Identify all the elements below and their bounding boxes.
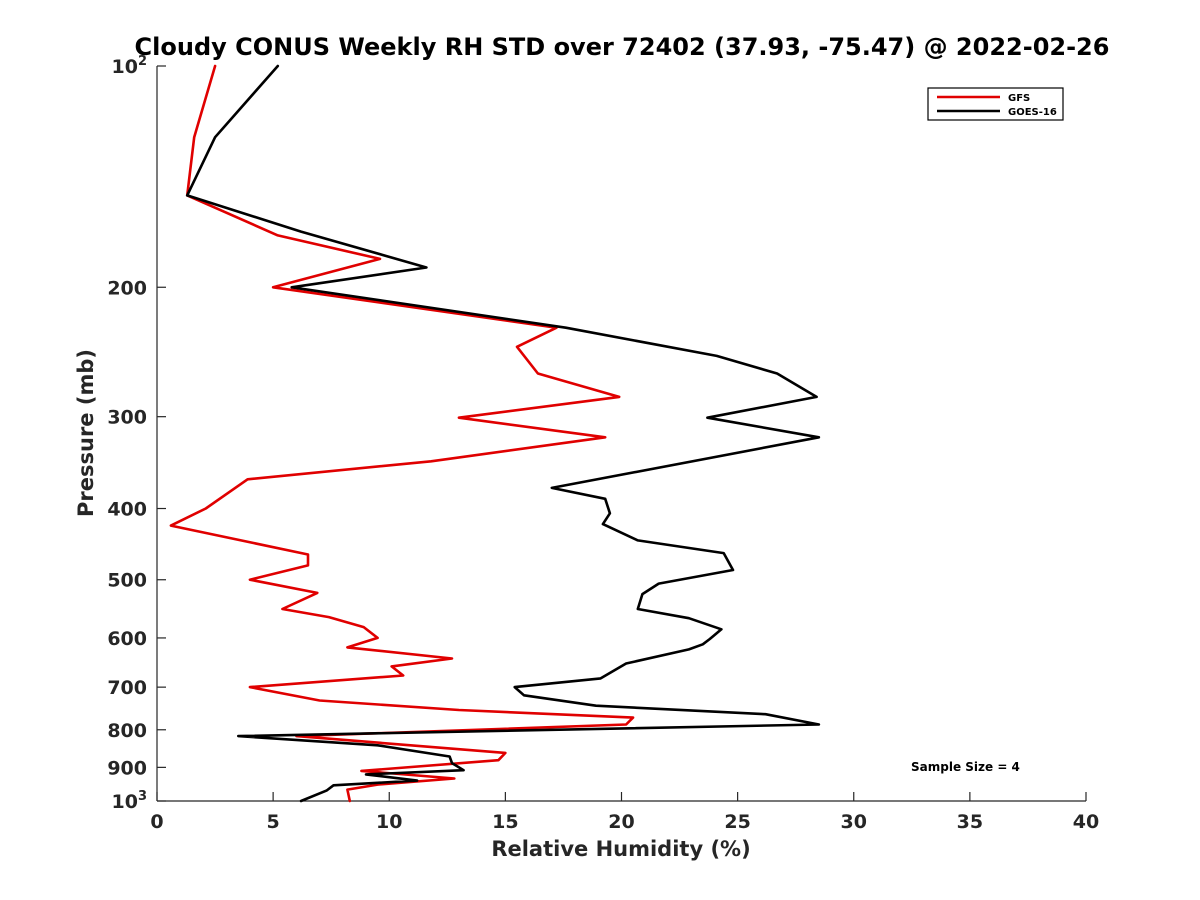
y-tick-label: 300 bbox=[107, 407, 147, 429]
legend: GFS GOES-16 bbox=[927, 87, 1064, 121]
x-axis-label: Relative Humidity (%) bbox=[491, 837, 750, 861]
legend-label-gfs: GFS bbox=[1008, 93, 1030, 104]
y-axis-ticks: 102 200 300 400 500 600 700 800 900 103 bbox=[107, 54, 166, 813]
x-tick-label: 30 bbox=[841, 811, 867, 833]
y-tick-label: 103 bbox=[112, 789, 148, 813]
y-tick-label: 600 bbox=[107, 628, 147, 650]
y-tick-label: 200 bbox=[107, 277, 147, 299]
series-line-gfs bbox=[169, 64, 635, 803]
x-tick-label: 25 bbox=[724, 811, 750, 833]
y-tick-label: 800 bbox=[107, 720, 147, 742]
x-tick-label: 15 bbox=[492, 811, 518, 833]
x-tick-label: 40 bbox=[1073, 811, 1099, 833]
y-tick-label: 400 bbox=[107, 499, 147, 521]
y-tick-label: 900 bbox=[107, 757, 147, 779]
x-tick-label: 10 bbox=[376, 811, 402, 833]
x-tick-label: 20 bbox=[608, 811, 634, 833]
y-tick-label: 700 bbox=[107, 677, 147, 699]
y-axis-label: Pressure (mb) bbox=[74, 349, 98, 517]
chart-title: Cloudy CONUS Weekly RH STD over 72402 (3… bbox=[135, 33, 1110, 61]
sample-size-annotation: Sample Size = 4 bbox=[911, 760, 1020, 774]
legend-label-goes16: GOES-16 bbox=[1008, 107, 1057, 118]
y-tick-label: 102 bbox=[112, 54, 148, 78]
x-tick-label: 0 bbox=[150, 811, 163, 833]
y-tick-label: 500 bbox=[107, 570, 147, 592]
x-tick-label: 35 bbox=[957, 811, 983, 833]
legend-box bbox=[927, 87, 1064, 121]
plot-area bbox=[156, 66, 1086, 802]
series-layer bbox=[169, 64, 821, 803]
series-line-goes16 bbox=[185, 64, 821, 803]
x-tick-label: 5 bbox=[267, 811, 280, 833]
x-axis-ticks: 0 5 10 15 20 25 30 35 40 bbox=[150, 792, 1099, 833]
